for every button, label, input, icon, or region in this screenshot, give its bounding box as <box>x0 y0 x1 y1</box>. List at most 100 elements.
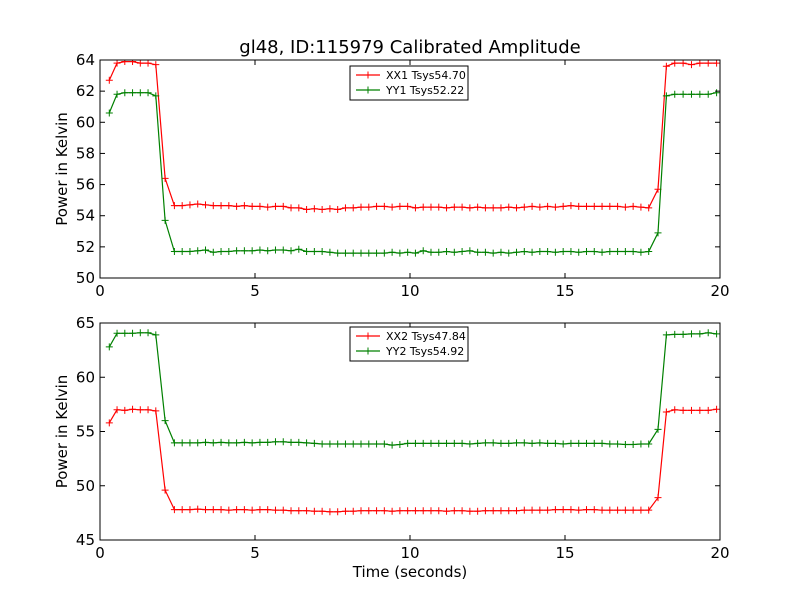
data-point <box>271 202 279 210</box>
data-point <box>113 90 121 98</box>
data-point <box>256 246 264 254</box>
data-point <box>713 60 720 67</box>
data-point <box>310 248 318 256</box>
data-point <box>152 331 160 339</box>
y-tick-label: 54 <box>76 207 95 225</box>
data-point <box>654 229 662 237</box>
data-point <box>113 60 121 67</box>
data-point <box>233 202 241 210</box>
data-point <box>303 205 311 213</box>
data-point <box>544 202 552 210</box>
data-point <box>458 439 466 447</box>
data-point <box>233 506 241 514</box>
data-point <box>186 439 194 447</box>
data-point <box>704 329 712 337</box>
data-point <box>489 204 497 212</box>
x-tick-label: 0 <box>95 282 105 300</box>
y-axis-label: Power in Kelvin <box>53 112 71 226</box>
data-point <box>520 439 528 447</box>
legend: XX1 Tsys54.70 YY1 Tsys52.22 <box>349 65 469 101</box>
data-point <box>121 406 129 414</box>
data-point <box>303 507 311 515</box>
data-point <box>411 204 419 212</box>
data-point <box>671 330 679 338</box>
data-point <box>458 507 466 515</box>
data-point <box>582 248 590 256</box>
data-point <box>654 494 662 502</box>
legend: XX2 Tsys47.84 YY2 Tsys54.92 <box>349 326 469 362</box>
data-point <box>373 249 381 257</box>
data-point <box>575 439 583 447</box>
legend-entry: XX1 Tsys54.70 <box>386 69 466 82</box>
data-point <box>614 440 622 448</box>
data-point <box>240 202 248 210</box>
data-point <box>404 439 412 447</box>
data-point <box>240 247 248 255</box>
bottom-plot-panel: 0 5 10 15 20 45 50 55 60 65 Power in Kelvin Time (s… <box>53 314 730 581</box>
data-point <box>264 203 272 211</box>
data-point <box>105 419 113 427</box>
x-tick-label: 10 <box>400 282 419 300</box>
data-point <box>427 507 435 515</box>
data-point <box>287 247 295 255</box>
data-point <box>161 216 169 224</box>
data-point <box>152 92 160 100</box>
data-point <box>696 90 704 98</box>
data-point <box>357 507 365 515</box>
data-point <box>326 440 334 448</box>
data-point <box>458 248 466 256</box>
data-point <box>217 202 225 210</box>
data-point <box>225 439 233 447</box>
data-point <box>170 202 178 210</box>
data-point <box>551 203 559 211</box>
data-point <box>679 330 687 338</box>
data-point <box>396 249 404 257</box>
data-point <box>105 109 113 117</box>
data-point <box>598 202 606 210</box>
data-point <box>443 507 451 515</box>
data-point <box>225 202 233 210</box>
data-point <box>373 440 381 448</box>
y-tick-label: 58 <box>76 144 95 162</box>
data-point <box>614 202 622 210</box>
data-point <box>349 249 357 257</box>
data-point <box>528 506 536 514</box>
data-point <box>194 505 202 513</box>
data-point <box>264 247 272 255</box>
data-point <box>295 204 303 212</box>
data-point <box>310 205 318 213</box>
data-point <box>621 506 629 514</box>
data-point <box>474 248 482 256</box>
data-point <box>629 202 637 210</box>
data-point <box>575 202 583 210</box>
series-line-xx2 <box>108 408 717 513</box>
data-point <box>144 406 152 414</box>
data-point <box>629 248 637 256</box>
data-point <box>256 506 264 514</box>
data-point <box>152 61 160 69</box>
data-point <box>349 204 357 212</box>
data-point <box>567 439 575 447</box>
data-point <box>466 247 474 255</box>
data-point <box>341 440 349 448</box>
data-point <box>450 248 458 256</box>
data-point <box>427 248 435 256</box>
data-point <box>310 439 318 447</box>
data-point <box>645 204 653 212</box>
data-point <box>704 90 712 98</box>
data-point <box>528 439 536 447</box>
data-point <box>637 440 645 448</box>
data-point <box>419 507 427 515</box>
data-point <box>178 248 186 256</box>
data-point <box>161 417 169 425</box>
data-point <box>129 329 137 337</box>
data-point <box>435 248 443 256</box>
data-point <box>443 204 451 212</box>
data-point <box>357 203 365 211</box>
data-point <box>696 60 704 67</box>
data-point <box>567 248 575 256</box>
data-point <box>671 90 679 98</box>
data-point <box>334 508 342 516</box>
data-point <box>696 330 704 338</box>
data-point <box>144 329 152 337</box>
